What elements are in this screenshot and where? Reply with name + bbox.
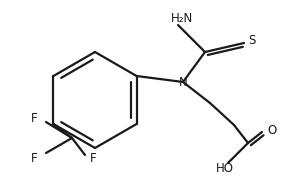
Text: F: F xyxy=(31,112,38,125)
Text: F: F xyxy=(31,152,38,164)
Text: H₂N: H₂N xyxy=(171,12,193,25)
Text: HO: HO xyxy=(216,161,234,174)
Text: F: F xyxy=(90,152,97,164)
Text: O: O xyxy=(267,123,276,136)
Text: N: N xyxy=(179,75,187,88)
Text: S: S xyxy=(248,33,255,46)
